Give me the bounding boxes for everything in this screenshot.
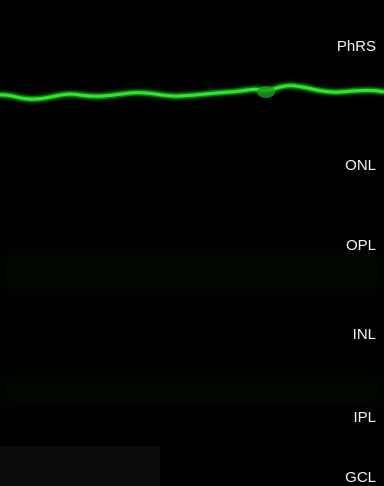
layer-label-phrs: PhRS (336, 38, 376, 55)
layer-label-onl: ONL (345, 157, 376, 174)
dark-corner-patch (0, 446, 160, 486)
layer-label-ipl: IPL (353, 409, 376, 426)
signal-core-line (0, 84, 384, 101)
layer-label-gcl: GCL (345, 469, 376, 486)
signal-blob (257, 86, 275, 98)
ipl-faint-band (0, 375, 384, 405)
layer-label-opl: OPL (345, 237, 376, 254)
opl-faint-band (0, 252, 384, 292)
layer-label-inl: INL (352, 326, 376, 343)
